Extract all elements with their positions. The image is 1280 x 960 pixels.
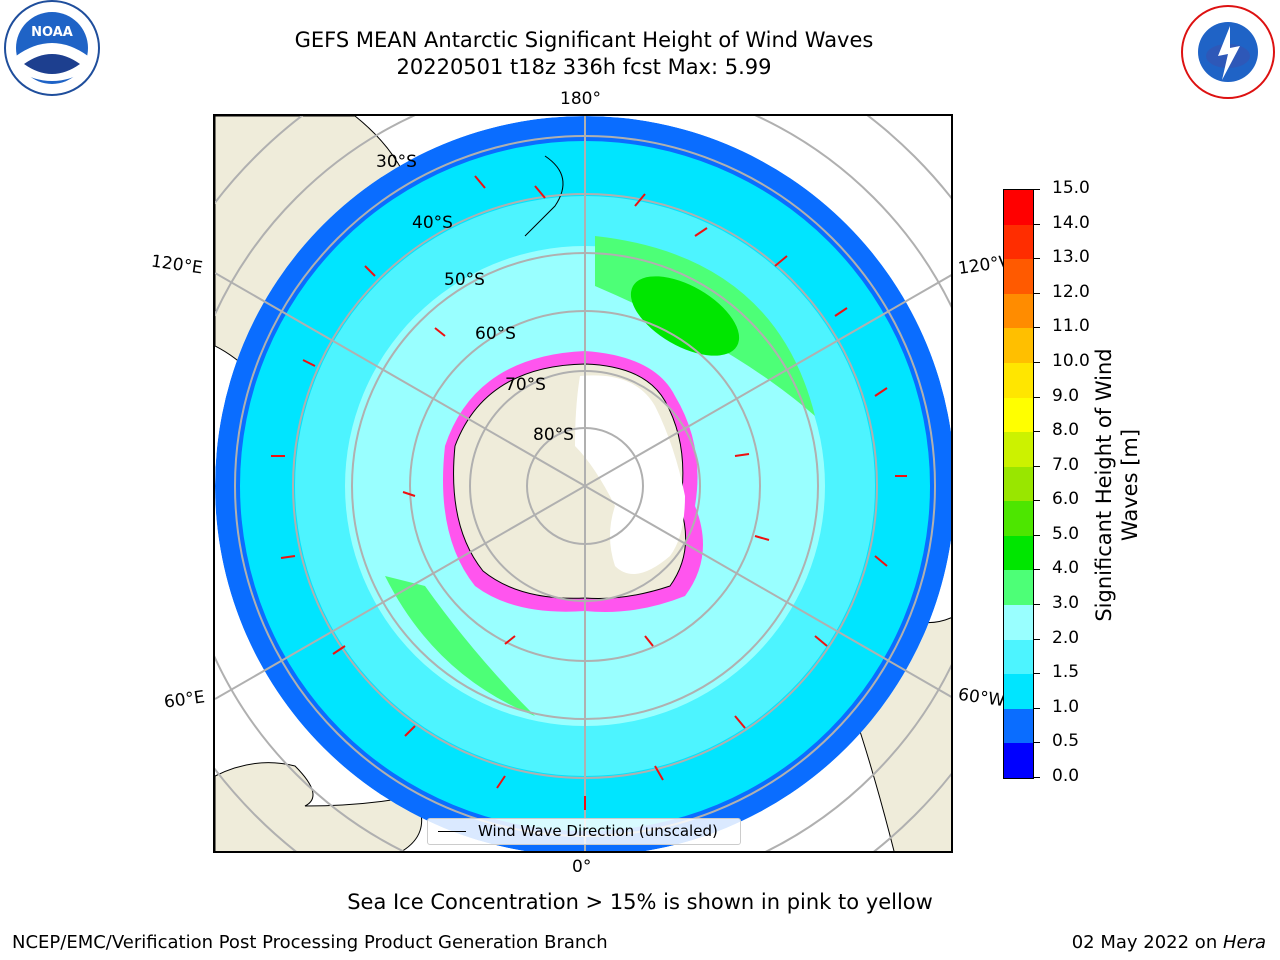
colorbar-tick-mark [1034, 673, 1040, 675]
colorbar-tick-label: 15.0 [1052, 178, 1090, 198]
colorbar-segment [1004, 466, 1033, 502]
colorbar-tick-label: 4.0 [1052, 558, 1080, 579]
colorbar-tick-mark [1034, 638, 1040, 640]
colorbar-segment [1004, 224, 1033, 260]
colorbar-segment [1004, 570, 1033, 606]
colorbar-tick-mark [1034, 258, 1040, 260]
colorbar-segment [1004, 397, 1033, 433]
colorbar-tick-label: 6.0 [1052, 489, 1080, 510]
colorbar-tick-label: 9.0 [1052, 385, 1080, 406]
footer-machine: Hera [1222, 932, 1266, 953]
lat-label-30s: 30°S [376, 152, 417, 172]
chart-subtitle: 20220501 t18z 336h fcst Max: 5.99 [396, 55, 772, 79]
lon-label-lower-right: 60°W [956, 684, 1007, 712]
colorbar-segment [1004, 501, 1033, 536]
colorbar-tick-label: 10.0 [1052, 350, 1090, 371]
lon-label-upper-left: 120°E [149, 251, 204, 279]
colorbar-tick-label: 1.5 [1052, 662, 1080, 683]
national-weather-service-logo [1178, 4, 1278, 100]
colorbar-tick-mark [1034, 189, 1040, 190]
colorbar-tick-label: 0.5 [1052, 731, 1080, 752]
colorbar-segment [1004, 535, 1033, 571]
colorbar-segment [1004, 605, 1033, 640]
colorbar-tick-label: 5.0 [1052, 523, 1080, 544]
polar-map [215, 116, 951, 851]
colorbar-segment [1004, 293, 1033, 329]
legend-label: Wind Wave Direction (unscaled) [478, 822, 718, 840]
colorbar [1003, 189, 1034, 779]
colorbar-tick-mark [1034, 500, 1040, 502]
colorbar-tick-mark [1034, 396, 1040, 398]
noaa-logo: NOAA [2, 0, 102, 100]
lon-label-top: 180° [560, 89, 601, 109]
legend-line-swatch [438, 831, 466, 832]
colorbar-segment [1004, 362, 1033, 398]
lat-label-40s: 40°S [412, 213, 453, 233]
colorbar-label-line2: Waves [m] [1118, 428, 1142, 542]
colorbar-tick-label: 12.0 [1052, 281, 1090, 302]
colorbar-tick-label: 14.0 [1052, 212, 1090, 233]
colorbar-tick-mark [1034, 361, 1040, 363]
colorbar-segment [1004, 190, 1033, 225]
colorbar-tick-mark [1034, 604, 1040, 606]
colorbar-tick-label: 8.0 [1052, 420, 1080, 441]
colorbar-tick-mark [1034, 431, 1040, 433]
colorbar-tick-mark [1034, 742, 1040, 744]
colorbar-tick-mark [1034, 534, 1040, 536]
svg-text:NOAA: NOAA [31, 25, 73, 40]
colorbar-tick-label: 7.0 [1052, 454, 1080, 475]
map-panel [213, 114, 953, 853]
colorbar-tick-label: 2.0 [1052, 627, 1080, 648]
colorbar-tick-mark [1034, 223, 1040, 225]
colorbar-segment [1004, 328, 1033, 363]
map-legend: Wind Wave Direction (unscaled) [427, 818, 741, 845]
colorbar-tick-label: 0.0 [1052, 766, 1080, 786]
colorbar-tick-label: 1.0 [1052, 696, 1080, 717]
lat-label-70s: 70°S [505, 375, 546, 395]
colorbar-segment [1004, 259, 1033, 294]
colorbar-tick-mark [1034, 777, 1040, 778]
lon-label-bottom: 0° [572, 857, 592, 877]
lon-label-lower-left: 60°E [162, 687, 207, 713]
colorbar-segment [1004, 743, 1033, 778]
colorbar-segment [1004, 708, 1033, 744]
footer-date: 02 May 2022 on [1071, 932, 1223, 953]
colorbar-tick-mark [1034, 292, 1040, 294]
footer-left: NCEP/EMC/Verification Post Processing Pr… [12, 932, 608, 953]
colorbar-tick-mark [1034, 465, 1040, 467]
colorbar-label-line1: Significant Height of Wind [1092, 348, 1116, 622]
lat-label-60s: 60°S [475, 324, 516, 344]
colorbar-segment [1004, 432, 1033, 467]
sea-ice-note: Sea Ice Concentration > 15% is shown in … [347, 890, 933, 914]
lat-label-50s: 50°S [444, 270, 485, 290]
wind-wave-arrows [271, 175, 907, 810]
colorbar-segment [1004, 639, 1033, 675]
colorbar-tick-label: 11.0 [1052, 316, 1090, 337]
colorbar-tick-mark [1034, 327, 1040, 329]
colorbar-tick-mark [1034, 569, 1040, 571]
colorbar-segment [1004, 674, 1033, 709]
chart-title: GEFS MEAN Antarctic Significant Height o… [294, 28, 874, 52]
footer-right: 02 May 2022 on Hera [1072, 932, 1266, 953]
lat-label-80s: 80°S [533, 425, 574, 445]
colorbar-tick-label: 13.0 [1052, 247, 1090, 268]
colorbar-tick-mark [1034, 707, 1040, 709]
colorbar-tick-label: 3.0 [1052, 593, 1080, 614]
